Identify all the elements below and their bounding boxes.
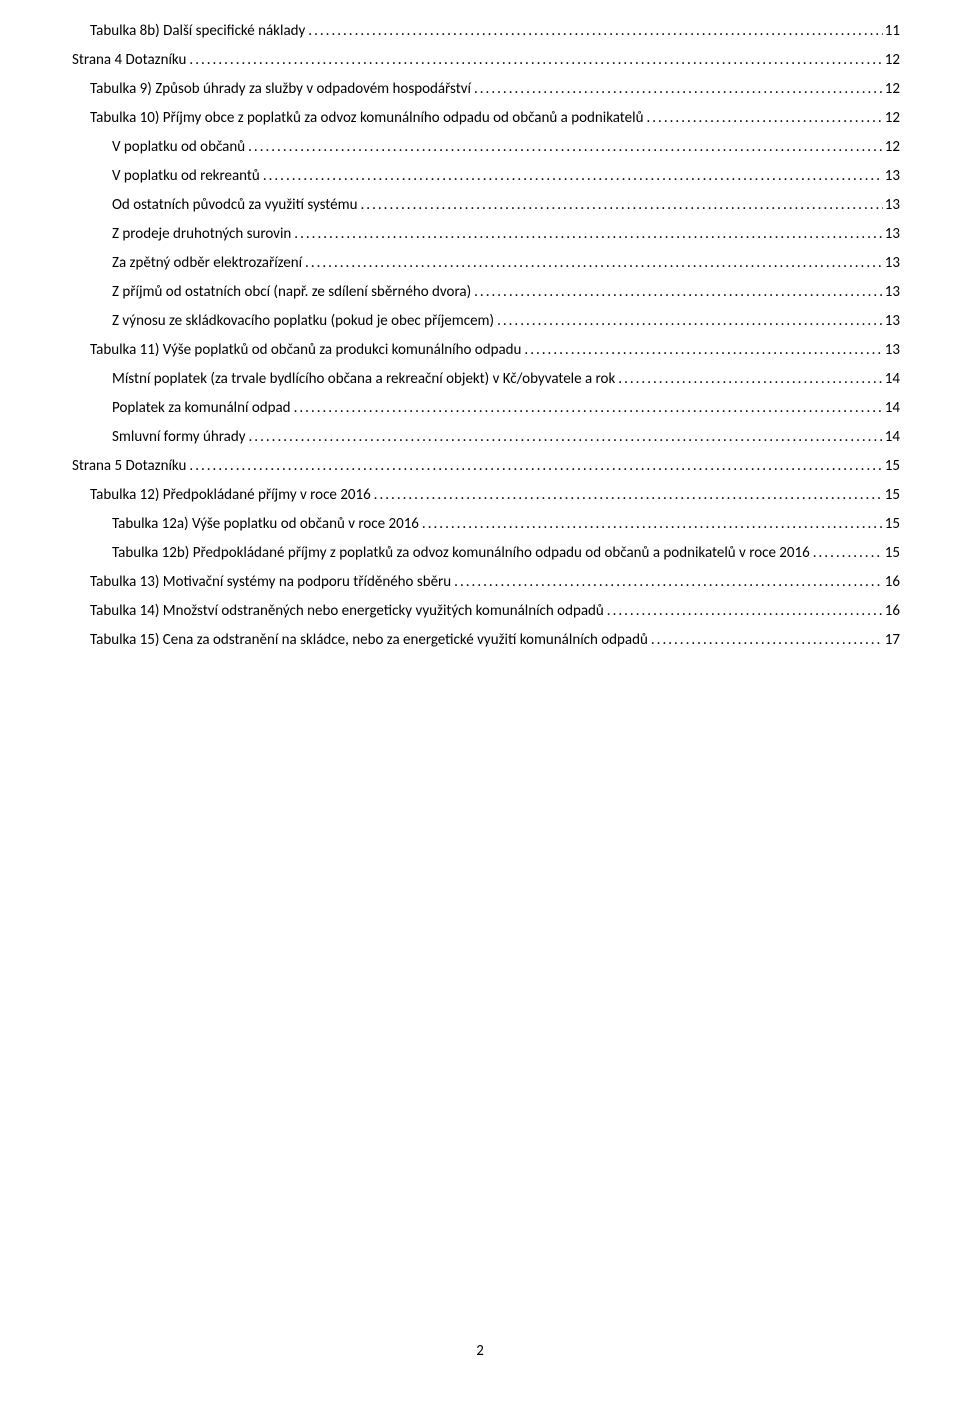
toc-entry: Tabulka 12a) Výše poplatku od občanů v r… <box>112 515 900 533</box>
toc-leader-dots <box>305 22 882 40</box>
toc-leader-dots <box>371 486 883 504</box>
toc-entry: V poplatku od občanů 12 <box>112 138 900 156</box>
toc-entry: Tabulka 12b) Předpokládané příjmy z popl… <box>112 544 900 562</box>
toc-leader-dots <box>245 138 883 156</box>
toc-entry-page: 13 <box>883 341 900 359</box>
toc-entry-label: Tabulka 12b) Předpokládané příjmy z popl… <box>112 544 810 562</box>
toc-entry-label: Od ostatních původců za využití systému <box>112 196 358 214</box>
toc-entry-label: Tabulka 10) Příjmy obce z poplatků za od… <box>90 109 643 127</box>
toc-entry-page: 12 <box>883 51 900 69</box>
toc-entry-page: 13 <box>883 167 900 185</box>
toc-entry-label: V poplatku od občanů <box>112 138 245 156</box>
toc-entry-page: 17 <box>883 631 900 649</box>
toc-leader-dots <box>419 515 883 533</box>
toc-entry: Tabulka 14) Množství odstraněných nebo e… <box>90 602 900 620</box>
toc-entry-page: 15 <box>883 544 900 562</box>
toc-leader-dots <box>302 254 883 272</box>
toc-leader-dots <box>246 428 883 446</box>
toc-entry-page: 15 <box>883 515 900 533</box>
toc-entry: Tabulka 11) Výše poplatků od občanů za p… <box>90 341 900 359</box>
toc-entry-label: Tabulka 15) Cena za odstranění na skládc… <box>90 631 648 649</box>
toc-leader-dots <box>471 80 883 98</box>
toc-entry-label: Tabulka 13) Motivační systémy na podporu… <box>90 573 451 591</box>
toc-entry-label: Tabulka 11) Výše poplatků od občanů za p… <box>90 341 521 359</box>
toc-entry-page: 12 <box>883 109 900 127</box>
toc-leader-dots <box>643 109 882 127</box>
toc-entry-page: 14 <box>883 399 900 417</box>
toc-entry-page: 16 <box>883 573 900 591</box>
toc-entry: Strana 5 Dotazníku 15 <box>72 457 900 475</box>
toc-entry-page: 14 <box>883 428 900 446</box>
toc-entry: Tabulka 12) Předpokládané příjmy v roce … <box>90 486 900 504</box>
toc-entry-label: Tabulka 12a) Výše poplatku od občanů v r… <box>112 515 419 533</box>
toc-entry-page: 13 <box>883 312 900 330</box>
toc-entry: Tabulka 10) Příjmy obce z poplatků za od… <box>90 109 900 127</box>
toc-entry-page: 13 <box>883 283 900 301</box>
toc-entry-label: Tabulka 12) Předpokládané příjmy v roce … <box>90 486 371 504</box>
toc-entry-label: Z příjmů od ostatních obcí (např. ze sdí… <box>112 283 471 301</box>
toc-entry: Strana 4 Dotazníku 12 <box>72 51 900 69</box>
toc-entry: Z výnosu ze skládkovacího poplatku (poku… <box>112 312 900 330</box>
toc-entry-page: 13 <box>883 196 900 214</box>
toc-entry-label: Poplatek za komunální odpad <box>112 399 291 417</box>
toc-entry-page: 13 <box>883 254 900 272</box>
toc-entry-page: 12 <box>883 138 900 156</box>
toc-entry: Smluvní formy úhrady 14 <box>112 428 900 446</box>
toc-entry-label: Strana 5 Dotazníku <box>72 457 186 475</box>
toc-entry-page: 15 <box>883 457 900 475</box>
toc-entry-label: Tabulka 8b) Další specifické náklady <box>90 22 305 40</box>
toc-entry-label: Tabulka 14) Množství odstraněných nebo e… <box>90 602 604 620</box>
toc-entry-label: Za zpětný odběr elektrozařízení <box>112 254 302 272</box>
toc-entry-label: Místní poplatek (za trvale bydlícího obč… <box>112 370 615 388</box>
toc-leader-dots <box>358 196 883 214</box>
toc-entry: Poplatek za komunální odpad 14 <box>112 399 900 417</box>
toc-entry: Od ostatních původců za využití systému 1… <box>112 196 900 214</box>
toc-entry-page: 12 <box>883 80 900 98</box>
toc-leader-dots <box>810 544 883 562</box>
toc-leader-dots <box>186 457 882 475</box>
toc-leader-dots <box>291 225 882 243</box>
toc-entry-page: 15 <box>883 486 900 504</box>
toc-leader-dots <box>521 341 882 359</box>
toc-leader-dots <box>291 399 883 417</box>
toc-entry-label: Smluvní formy úhrady <box>112 428 246 446</box>
page-number: 2 <box>0 1342 960 1360</box>
toc-entry-label: Z výnosu ze skládkovacího poplatku (poku… <box>112 312 494 330</box>
toc-entry-page: 11 <box>883 22 900 40</box>
toc-leader-dots <box>471 283 883 301</box>
toc-entry-label: Tabulka 9) Způsob úhrady za služby v odp… <box>90 80 471 98</box>
toc-leader-dots <box>648 631 883 649</box>
toc-entry: Z prodeje druhotných surovin 13 <box>112 225 900 243</box>
toc-entry: V poplatku od rekreantů 13 <box>112 167 900 185</box>
toc-entry: Tabulka 9) Způsob úhrady za služby v odp… <box>90 80 900 98</box>
toc-entry-page: 13 <box>883 225 900 243</box>
toc-entry: Místní poplatek (za trvale bydlícího obč… <box>112 370 900 388</box>
toc-leader-dots <box>604 602 883 620</box>
toc-entry-label: V poplatku od rekreantů <box>112 167 260 185</box>
toc-entry-label: Z prodeje druhotných surovin <box>112 225 291 243</box>
toc-leader-dots <box>451 573 883 591</box>
toc-entry-label: Strana 4 Dotazníku <box>72 51 186 69</box>
toc-entry: Z příjmů od ostatních obcí (např. ze sdí… <box>112 283 900 301</box>
toc-entry: Za zpětný odběr elektrozařízení 13 <box>112 254 900 272</box>
toc-leader-dots <box>260 167 883 185</box>
table-of-contents: Tabulka 8b) Další specifické náklady 11 St… <box>72 22 900 649</box>
toc-entry-page: 14 <box>883 370 900 388</box>
toc-entry: Tabulka 8b) Další specifické náklady 11 <box>90 22 900 40</box>
toc-entry: Tabulka 15) Cena za odstranění na skládc… <box>90 631 900 649</box>
toc-entry: Tabulka 13) Motivační systémy na podporu… <box>90 573 900 591</box>
toc-leader-dots <box>494 312 883 330</box>
toc-leader-dots <box>186 51 882 69</box>
toc-entry-page: 16 <box>883 602 900 620</box>
toc-leader-dots <box>615 370 883 388</box>
